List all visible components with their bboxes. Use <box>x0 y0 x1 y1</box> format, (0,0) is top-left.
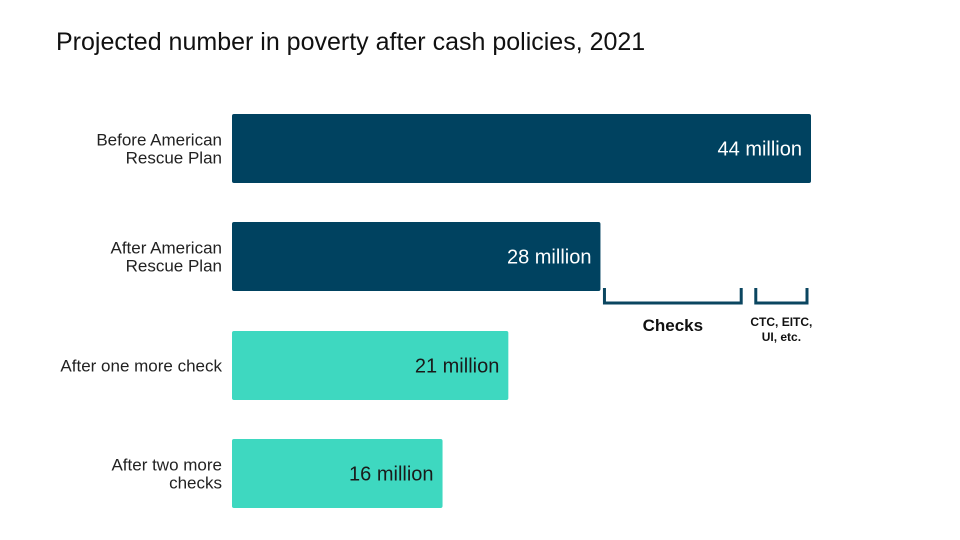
annotation-label: UI, etc. <box>762 330 801 344</box>
bar <box>232 222 601 291</box>
category-label: After American <box>111 239 223 258</box>
value-label: 21 million <box>415 356 499 378</box>
annotation-bracket <box>602 288 743 305</box>
category-label: After two more <box>111 456 222 475</box>
bar <box>232 114 811 183</box>
category-label: checks <box>169 474 222 493</box>
annotation-bracket <box>754 288 809 305</box>
chart-title: Projected number in poverty after cash p… <box>56 28 646 56</box>
category-label: Rescue Plan <box>126 257 222 276</box>
bar <box>232 439 443 508</box>
category-label: Before American <box>96 131 222 150</box>
value-label: 44 million <box>718 139 802 161</box>
value-label: 16 million <box>349 464 433 486</box>
value-label: 28 million <box>507 247 591 269</box>
annotation-label: CTC, EITC, <box>750 315 812 329</box>
annotation-label: Checks <box>643 316 703 335</box>
category-label: After one more check <box>60 357 222 376</box>
bar <box>232 331 509 400</box>
category-label: Rescue Plan <box>126 149 222 168</box>
